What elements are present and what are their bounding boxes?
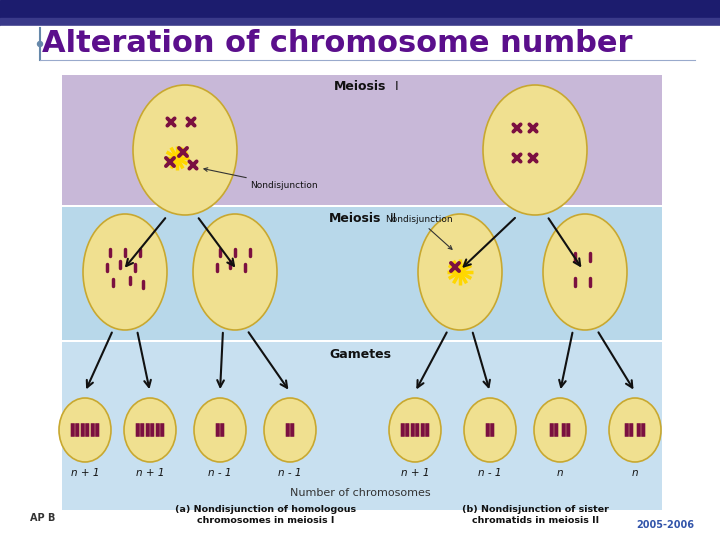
FancyBboxPatch shape bbox=[91, 423, 95, 437]
Ellipse shape bbox=[59, 398, 111, 462]
Text: n - 1: n - 1 bbox=[478, 468, 502, 478]
Ellipse shape bbox=[133, 85, 237, 215]
Ellipse shape bbox=[193, 214, 277, 330]
FancyBboxPatch shape bbox=[405, 423, 409, 437]
Ellipse shape bbox=[124, 398, 176, 462]
Text: (a) Nondisjunction of homologous
chromosomes in meiosis I: (a) Nondisjunction of homologous chromos… bbox=[175, 505, 356, 525]
Ellipse shape bbox=[534, 398, 586, 462]
FancyBboxPatch shape bbox=[549, 423, 554, 437]
FancyBboxPatch shape bbox=[566, 423, 570, 437]
FancyBboxPatch shape bbox=[216, 423, 220, 437]
FancyBboxPatch shape bbox=[415, 423, 419, 437]
FancyBboxPatch shape bbox=[410, 423, 415, 437]
Text: Gametes: Gametes bbox=[329, 348, 391, 361]
FancyBboxPatch shape bbox=[220, 423, 225, 437]
FancyBboxPatch shape bbox=[75, 423, 79, 437]
Text: n: n bbox=[631, 468, 639, 478]
FancyBboxPatch shape bbox=[95, 423, 99, 437]
Ellipse shape bbox=[543, 214, 627, 330]
Text: n - 1: n - 1 bbox=[208, 468, 232, 478]
FancyBboxPatch shape bbox=[490, 423, 495, 437]
FancyBboxPatch shape bbox=[554, 423, 558, 437]
FancyBboxPatch shape bbox=[642, 423, 645, 437]
FancyBboxPatch shape bbox=[85, 423, 89, 437]
Text: n + 1: n + 1 bbox=[136, 468, 164, 478]
FancyBboxPatch shape bbox=[81, 423, 85, 437]
FancyBboxPatch shape bbox=[426, 423, 429, 437]
FancyBboxPatch shape bbox=[401, 423, 405, 437]
FancyBboxPatch shape bbox=[160, 423, 164, 437]
Text: Nondisjunction: Nondisjunction bbox=[385, 215, 453, 249]
FancyBboxPatch shape bbox=[629, 423, 634, 437]
Text: I: I bbox=[395, 80, 399, 93]
Ellipse shape bbox=[609, 398, 661, 462]
FancyBboxPatch shape bbox=[420, 423, 425, 437]
Bar bbox=[0, 18, 720, 26]
Text: Meiosis: Meiosis bbox=[334, 80, 386, 93]
FancyBboxPatch shape bbox=[71, 423, 75, 437]
Bar bbox=[62, 342, 662, 510]
Ellipse shape bbox=[389, 398, 441, 462]
FancyBboxPatch shape bbox=[145, 423, 150, 437]
Text: n: n bbox=[557, 468, 563, 478]
FancyBboxPatch shape bbox=[156, 423, 160, 437]
Text: Alteration of chromosome number: Alteration of chromosome number bbox=[42, 30, 632, 58]
Text: n + 1: n + 1 bbox=[71, 468, 99, 478]
Text: Number of chromosomes: Number of chromosomes bbox=[289, 488, 431, 498]
Ellipse shape bbox=[264, 398, 316, 462]
Ellipse shape bbox=[483, 85, 587, 215]
Ellipse shape bbox=[418, 214, 502, 330]
FancyBboxPatch shape bbox=[140, 423, 144, 437]
Circle shape bbox=[37, 42, 42, 46]
Bar bbox=[0, 0, 720, 18]
Ellipse shape bbox=[464, 398, 516, 462]
Text: n - 1: n - 1 bbox=[278, 468, 302, 478]
Ellipse shape bbox=[83, 214, 167, 330]
Bar bbox=[62, 207, 662, 340]
FancyBboxPatch shape bbox=[286, 423, 289, 437]
Bar bbox=[62, 75, 662, 205]
FancyBboxPatch shape bbox=[562, 423, 566, 437]
FancyBboxPatch shape bbox=[486, 423, 490, 437]
FancyBboxPatch shape bbox=[625, 423, 629, 437]
FancyBboxPatch shape bbox=[150, 423, 154, 437]
FancyBboxPatch shape bbox=[636, 423, 641, 437]
Text: II: II bbox=[390, 213, 397, 226]
Text: 2005-2006: 2005-2006 bbox=[636, 520, 694, 530]
Text: (b) Nondisjunction of sister
chromatids in meiosis II: (b) Nondisjunction of sister chromatids … bbox=[462, 505, 609, 525]
Text: n + 1: n + 1 bbox=[401, 468, 429, 478]
Text: Nondisjunction: Nondisjunction bbox=[204, 168, 318, 190]
Text: Meiosis: Meiosis bbox=[329, 213, 381, 226]
FancyBboxPatch shape bbox=[290, 423, 294, 437]
FancyBboxPatch shape bbox=[135, 423, 140, 437]
Text: AP B: AP B bbox=[30, 513, 55, 523]
Ellipse shape bbox=[194, 398, 246, 462]
